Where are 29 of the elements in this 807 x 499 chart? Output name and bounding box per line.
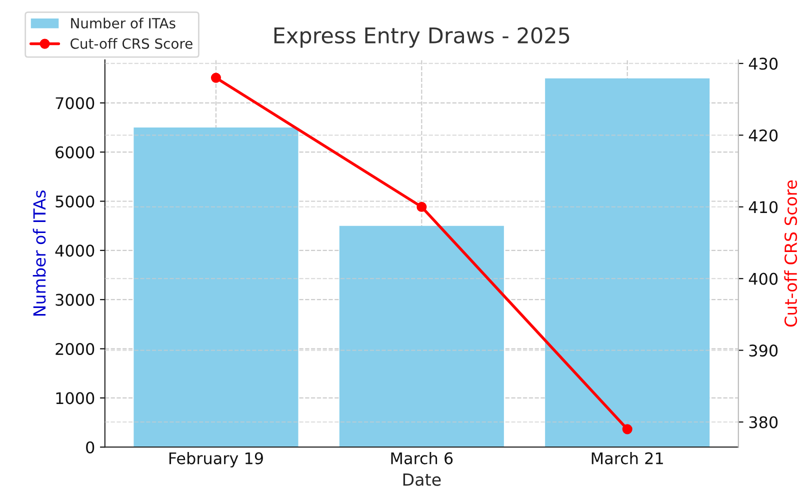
y2-tick-label: 420: [748, 129, 778, 142]
y-axis-title: Number of ITAs: [32, 190, 46, 316]
y-tick-label: 4000: [55, 244, 94, 257]
y-tick-label: 2000: [56, 342, 94, 356]
y2-tick-label: 410: [748, 201, 778, 214]
bar: [339, 226, 504, 448]
legend-label: Number of ITAs: [71, 18, 176, 28]
y2-tick-label: 430: [748, 58, 778, 70]
point: [210, 72, 222, 83]
x-tick-label: March 6: [391, 452, 453, 464]
y-tick-label: 7000: [56, 97, 94, 110]
x-axis-title: Date: [403, 473, 441, 486]
y-tick-label: 0: [86, 441, 94, 454]
bar: [545, 78, 710, 448]
chart-title: Express Entry Draws - 2025: [274, 27, 570, 48]
x-tick-label: March 21: [592, 452, 663, 464]
y2-tick-label: 380: [749, 416, 778, 428]
bar: [134, 127, 298, 448]
point: [622, 424, 632, 434]
y-tick-label: 1000: [56, 392, 94, 404]
y-tick-label: 6000: [56, 146, 94, 158]
y-tick-label: 5000: [56, 195, 94, 208]
y2-axis-title: Cut-off CRS Score: [784, 180, 798, 327]
y2-tick-label: 390: [749, 344, 778, 357]
point: [416, 202, 427, 212]
x-tick-label: February 19: [169, 452, 263, 468]
y2-tick-label: 400: [748, 272, 778, 285]
legend-label: Cut-off CRS Score: [70, 38, 192, 49]
y-tick-label: 3000: [56, 294, 94, 306]
